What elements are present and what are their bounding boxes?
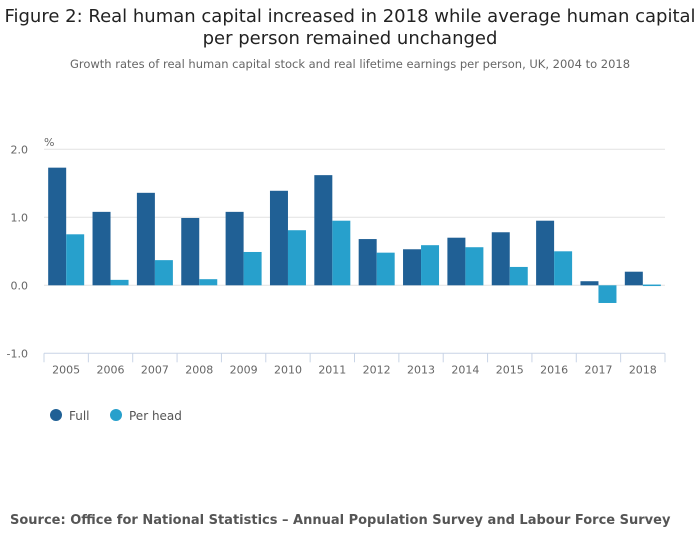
- x-tick-label: 2018: [629, 363, 657, 376]
- y-tick-label: 1.0: [11, 211, 29, 224]
- bar-full: [624, 271, 643, 286]
- bar-per-head: [110, 279, 129, 286]
- x-tick-label: 2009: [230, 363, 258, 376]
- x-tick-label: 2012: [363, 363, 391, 376]
- chart-title: Figure 2: Real human capital increased i…: [4, 6, 696, 49]
- bar-per-head: [376, 252, 395, 286]
- bar-full: [136, 192, 155, 286]
- bar-per-head: [421, 245, 440, 286]
- legend-label: Per head: [129, 409, 182, 423]
- x-tick-label: 2016: [540, 363, 568, 376]
- bar-full: [447, 237, 466, 286]
- bar-per-head: [287, 230, 306, 286]
- bar-per-head: [243, 251, 262, 286]
- bar-per-head: [332, 220, 351, 286]
- bar-full: [403, 249, 422, 286]
- bar-full: [48, 167, 67, 286]
- bar-full: [580, 281, 599, 286]
- x-tick-label: 2015: [496, 363, 524, 376]
- bar-per-head: [465, 247, 484, 286]
- x-tick-label: 2006: [97, 363, 125, 376]
- source-note: Source: Office for National Statistics –…: [10, 513, 671, 528]
- y-tick-label: 2.0: [11, 143, 29, 156]
- y-tick-label: -1.0: [7, 347, 28, 360]
- bar-per-head: [66, 234, 85, 286]
- y-axis-unit-label: %: [44, 136, 54, 149]
- legend-label: Full: [69, 409, 90, 423]
- y-tick-label: 0.0: [11, 279, 29, 292]
- bar-per-head: [598, 285, 617, 303]
- x-tick-label: 2010: [274, 363, 302, 376]
- x-tick-label: 2017: [584, 363, 612, 376]
- bar-full: [314, 175, 333, 286]
- x-tick-label: 2014: [451, 363, 479, 376]
- bar-full: [269, 190, 288, 286]
- bar-per-head: [642, 284, 661, 287]
- bar-full: [181, 217, 200, 286]
- bar-full: [536, 220, 555, 286]
- x-tick-label: 2013: [407, 363, 435, 376]
- chart-subtitle: Growth rates of real human capital stock…: [69, 57, 631, 71]
- bar-per-head: [509, 266, 528, 286]
- legend-marker: [50, 409, 62, 421]
- bar-full: [92, 211, 111, 286]
- bar-full: [358, 239, 377, 286]
- x-tick-label: 2005: [52, 363, 80, 376]
- legend-marker: [110, 409, 122, 421]
- bar-per-head: [199, 279, 218, 286]
- bar-per-head: [154, 260, 173, 286]
- bar-full: [491, 232, 510, 286]
- x-tick-label: 2008: [185, 363, 213, 376]
- x-tick-label: 2007: [141, 363, 169, 376]
- x-tick-label: 2011: [318, 363, 346, 376]
- bar-full: [225, 211, 244, 286]
- bar-per-head: [554, 251, 573, 286]
